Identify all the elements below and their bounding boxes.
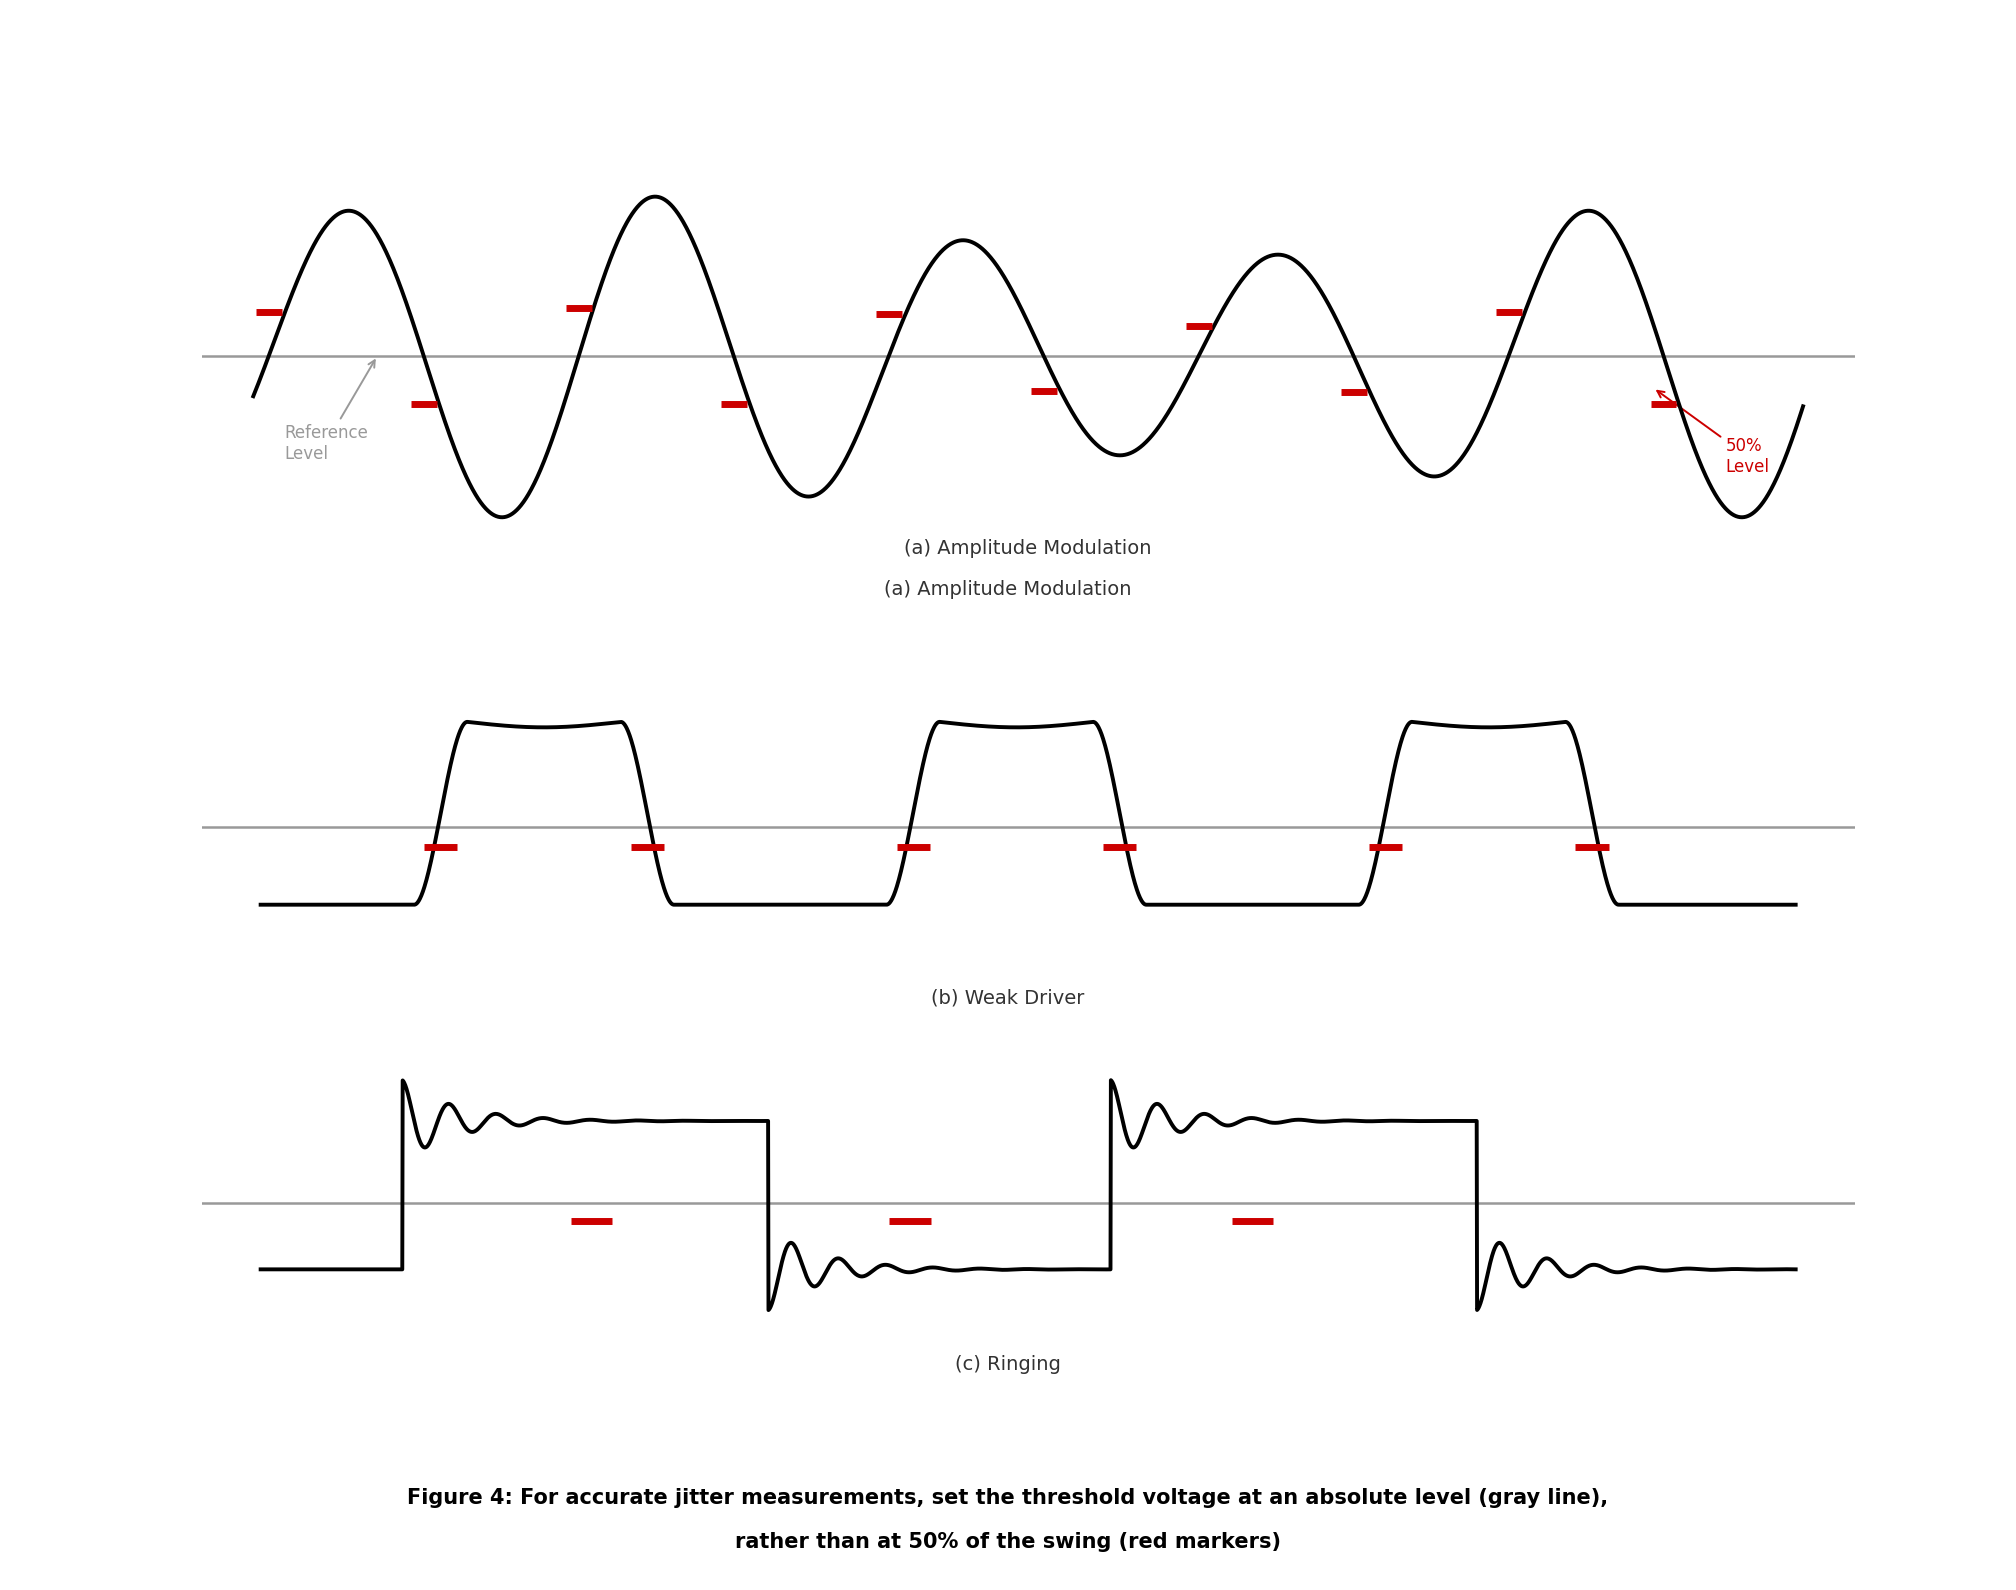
Text: Figure 4: For accurate jitter measurements, set the threshold voltage at an abso: Figure 4: For accurate jitter measuremen… xyxy=(407,1488,1609,1507)
Text: (b) Weak Driver: (b) Weak Driver xyxy=(931,989,1085,1008)
Text: rather than at 50% of the swing (red markers): rather than at 50% of the swing (red mar… xyxy=(736,1533,1280,1552)
Text: 50%
Level: 50% Level xyxy=(1657,391,1770,475)
Text: (a) Amplitude Modulation: (a) Amplitude Modulation xyxy=(905,539,1151,558)
Text: Reference
Level: Reference Level xyxy=(284,361,375,463)
Text: (a) Amplitude Modulation: (a) Amplitude Modulation xyxy=(885,580,1131,599)
Text: (c) Ringing: (c) Ringing xyxy=(956,1355,1060,1374)
